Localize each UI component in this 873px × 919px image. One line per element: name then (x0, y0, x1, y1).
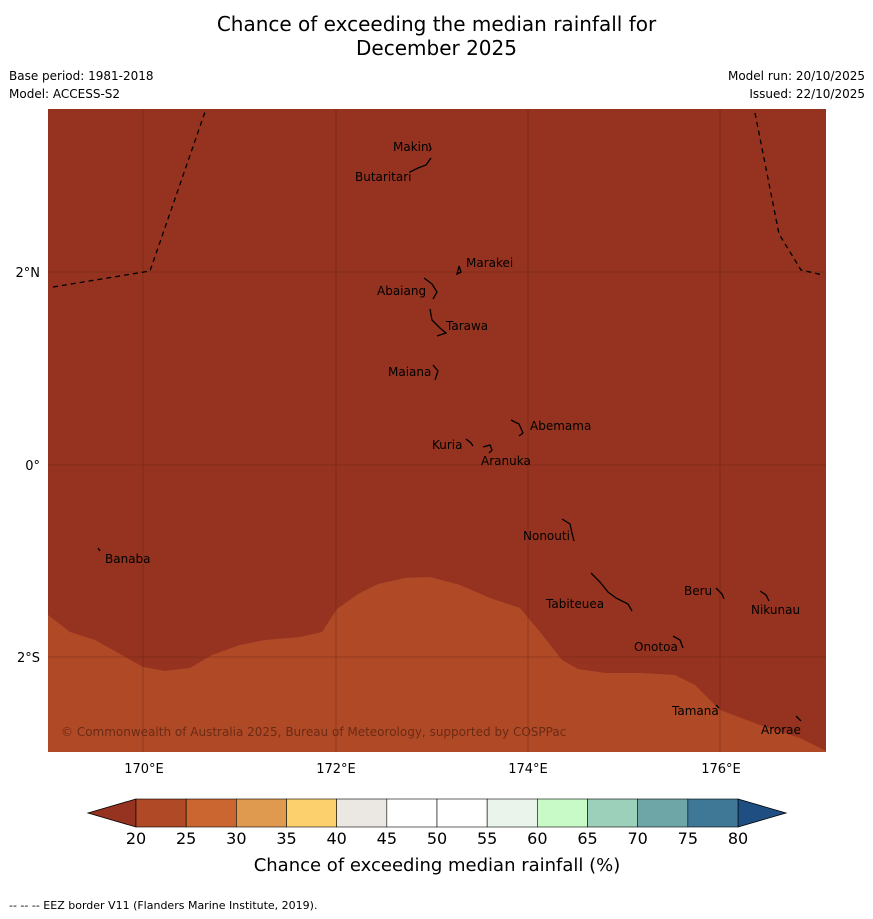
model-run: Model run: 20/10/2025 (727, 69, 865, 83)
place-label-nikunau: Nikunau (751, 603, 800, 617)
place-label-tamana: Tamana (671, 704, 719, 718)
colorbar-segment (286, 798, 337, 828)
map-title: Chance of exceeding the median rainfall … (0, 12, 873, 60)
place-label-aranuka: Aranuka (481, 454, 531, 468)
colorbar-segment (637, 798, 689, 828)
lat-label-0: 0° (25, 459, 40, 474)
island-tabiteuea (590, 572, 633, 612)
colorbar-tick-label: 80 (728, 829, 748, 848)
place-label-abemama: Abemama (530, 419, 591, 433)
lon-label-172e: 172°E (316, 762, 356, 777)
longitude-labels: 170°E 172°E 174°E 176°E (124, 762, 741, 777)
place-label-banaba: Banaba (105, 552, 151, 566)
colorbar-label: Chance of exceeding median rainfall (%) (254, 855, 621, 876)
probability-region-20-25 (48, 577, 826, 752)
place-label-abaiang: Abaiang (377, 284, 426, 298)
lon-label-170e: 170°E (124, 762, 164, 777)
colorbar-tick-label: 25 (176, 829, 196, 848)
copyright-notice: © Commonwealth of Australia 2025, Bureau… (61, 725, 566, 739)
colorbar-segment (135, 798, 187, 828)
issued-date: Issued: 22/10/2025 (749, 87, 865, 101)
place-label-tarawa: Tarawa (445, 319, 488, 333)
colorbar-tick-label: 55 (477, 829, 497, 848)
base-period: Base period: 1981-2018 (9, 69, 154, 83)
colorbar-tick-label: 65 (577, 829, 597, 848)
island-kuria (465, 438, 474, 447)
island-maiana (432, 364, 439, 381)
colorbar-segments (135, 798, 739, 828)
colorbar-segment (537, 798, 588, 828)
place-label-marakei: Marakei (466, 256, 513, 270)
colorbar-segment (587, 798, 638, 828)
colorbar: 20 25 30 35 40 45 50 55 60 65 70 75 80 (86, 798, 788, 848)
eez-footnote: -- -- -- EEZ border V11 (Flanders Marine… (9, 899, 318, 912)
island-beru (715, 587, 725, 600)
place-label-maiana: Maiana (388, 365, 431, 379)
lat-label-2n: 2°N (16, 266, 41, 281)
colorbar-tick-label: 40 (326, 829, 346, 848)
colorbar-segment (687, 798, 739, 828)
colorbar-segment (236, 798, 287, 828)
place-label-nonouti: Nonouti (523, 529, 570, 543)
island-aranuka (482, 444, 493, 454)
colorbar-tick-label: 70 (627, 829, 647, 848)
island-banaba (97, 547, 101, 552)
island-arorae (795, 715, 802, 722)
place-label-arorae: Arorae (761, 723, 801, 737)
colorbar-segment (185, 798, 237, 828)
place-labels: Makin Butaritari Marakei Abaiang Tarawa … (105, 140, 801, 737)
colorbar-segment (486, 798, 538, 828)
colorbar-ticks: 20 25 30 35 40 45 50 55 60 65 70 75 80 (126, 829, 748, 848)
place-label-kuria: Kuria (432, 438, 463, 452)
eez-border-east (754, 112, 824, 276)
island-nonouti (561, 518, 575, 542)
island-abaiang (423, 277, 438, 300)
colorbar-tick-label: 45 (377, 829, 397, 848)
colorbar-tick-label: 60 (527, 829, 547, 848)
place-label-onotoa: Onotoa (634, 640, 678, 654)
model-name: Model: ACCESS-S2 (9, 87, 121, 101)
lat-label-2s: 2°S (17, 651, 40, 666)
island-marakei (456, 265, 462, 276)
gridlines (48, 109, 826, 752)
colorbar-segment (436, 798, 488, 828)
title-line-2: December 2025 (356, 36, 517, 60)
place-label-butaritari: Butaritari (355, 170, 412, 184)
eez-border (52, 108, 824, 288)
lon-label-174e: 174°E (508, 762, 548, 777)
colorbar-over-arrow (737, 798, 788, 828)
place-label-tabiteuea: Tabiteuea (545, 597, 604, 611)
meta-right: Model run: 20/10/2025 Issued: 22/10/2025 (728, 67, 865, 103)
island-outlines (97, 142, 802, 722)
island-onotoa (672, 635, 684, 649)
island-nikunau (759, 590, 770, 602)
colorbar-tick-label: 30 (226, 829, 246, 848)
island-butaritari (409, 157, 432, 173)
colorbar-segment (386, 798, 438, 828)
island-abemama (510, 419, 524, 437)
colorbar-tick-label: 50 (427, 829, 447, 848)
colorbar-under-arrow (86, 798, 137, 828)
lon-label-176e: 176°E (701, 762, 741, 777)
island-tarawa (429, 308, 448, 337)
colorbar-segment (336, 798, 388, 828)
island-makin (428, 142, 432, 152)
latitude-labels: 2°N 0° 2°S (16, 266, 41, 666)
meta-left: Base period: 1981-2018 Model: ACCESS-S2 (9, 67, 154, 103)
place-label-beru: Beru (684, 584, 712, 598)
colorbar-tick-label: 35 (276, 829, 296, 848)
place-label-makin: Makin (393, 140, 429, 154)
colorbar-tick-label: 20 (126, 829, 146, 848)
colorbar-tick-label: 75 (678, 829, 698, 848)
title-line-1: Chance of exceeding the median rainfall … (216, 12, 657, 36)
island-tamana (715, 704, 720, 709)
